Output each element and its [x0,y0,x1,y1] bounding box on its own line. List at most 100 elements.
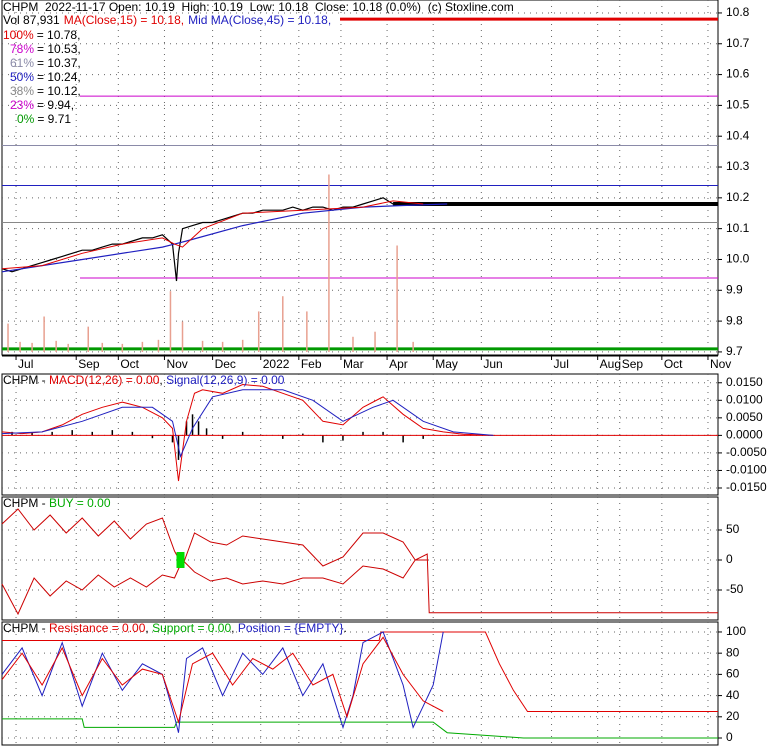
level-label: 100% = 10.78, [3,28,80,42]
y-tick-label: 100 [726,624,746,638]
y-tick-label: 9.7 [726,344,743,358]
y-tick-label: 9.9 [726,282,743,296]
y-tick-label: 0.0050 [726,410,763,424]
histogram-bar [51,431,53,436]
volume-bar [19,341,21,352]
series-line [1,553,718,616]
title-part: CHPM - [3,621,49,635]
title-part: Support = 0.00 [152,621,231,635]
level-label: 0% = 9.71 [17,112,71,126]
y-tick-label: 10.6 [726,67,750,81]
level-value: = 10.24, [37,70,81,84]
y-tick-label: 40 [726,688,740,702]
series-line [1,200,424,270]
volume-bar [169,291,172,352]
title-part: , [159,373,166,387]
level-label: 38% = 10.12, [10,84,81,98]
y-tick-label: 0.0000 [726,428,763,442]
level-percent: 100% [3,28,34,42]
histogram-bar [402,435,404,443]
y-tick-label: 10.1 [726,221,750,235]
level-percent: 61% [10,56,34,70]
histogram-bar [191,414,194,436]
x-tick-label: Sep [78,357,100,371]
level-value: = 9.94, [37,98,74,112]
x-tick-label: Apr [389,357,408,371]
x-tick-label: Aug [600,357,621,371]
series-line [1,631,444,733]
y-tick-label: -0.0100 [726,463,767,477]
histogram-bar [322,435,324,443]
x-tick-label: Jun [483,357,502,371]
volume-bar [241,339,244,352]
level-value: = 10.37, [37,56,81,70]
series-line [1,508,428,568]
y-tick-label: 60 [726,667,740,681]
volume-bar [282,296,284,352]
y-tick-label: 50 [726,522,740,536]
volume-bar [101,342,104,352]
panel-frame [1,0,719,356]
histogram-bar [221,435,224,439]
y-tick-label: 10.4 [726,128,750,142]
histogram-bar [422,435,424,439]
level-percent: 0% [17,112,35,126]
y-tick-label: -0.0050 [726,445,767,459]
histogram-bar [241,431,244,436]
panel-title: CHPM - Resistance = 0.00, Support = 0.00… [3,621,347,635]
title-part: . [344,621,347,635]
volume-bar [412,341,414,352]
level-value: = 10.78, [37,28,81,42]
x-tick-label: Oct [120,357,139,371]
x-tick-label: Sep [622,357,644,371]
y-tick-label: 80 [726,645,740,659]
histogram-bar [302,433,304,436]
x-tick-label: Jul [554,357,569,371]
level-percent: 38% [10,84,34,98]
volume-bar [157,339,160,352]
histogram-bar [282,435,284,439]
title-part: , [145,621,152,635]
histogram-bar [91,431,94,436]
y-tick-label: 0 [726,552,733,566]
level-value: = 10.53, [37,42,81,56]
histogram-bar [197,421,200,436]
series-line [1,389,494,459]
histogram-bar [131,431,134,436]
x-tick-label: 2022 [263,357,290,371]
histogram-bar [111,430,114,436]
level-percent: 50% [10,70,34,84]
level-percent: 23% [10,98,34,112]
title-part: CHPM - [3,496,49,510]
ma45-label: Mid MA(Close,45) = 10.18, [188,13,331,27]
volume-bar [221,341,224,352]
histogram-bar [342,435,344,441]
y-tick-label: 10.7 [726,36,750,50]
panel-title: CHPM - BUY = 0.00 [3,496,111,510]
y-tick-label: 0 [726,730,733,744]
volume-bar [257,311,260,352]
histogram-bar [71,430,73,436]
x-tick-label: Dec [215,357,236,371]
y-tick-label: 10.5 [726,98,750,112]
series-line [1,636,444,724]
histogram-bar [31,432,33,436]
volume-bar [7,323,9,352]
volume-bar [141,341,144,352]
x-tick-label: Feb [301,357,322,371]
level-label: 23% = 9.94, [10,98,74,112]
volume-bar [328,174,330,352]
panel-frame [1,496,719,621]
panel-frame [1,621,719,746]
level-percent: 78% [10,42,34,56]
y-tick-label: 10.2 [726,190,750,204]
y-tick-label: 0.0100 [726,392,763,406]
series-line [2,718,718,739]
series-line [1,383,494,482]
y-tick-label: 10.8 [726,5,750,19]
x-tick-label: Mar [343,357,364,371]
y-tick-label: -0.0150 [726,480,767,494]
title-part: CHPM - [3,373,49,387]
volume-bar [352,336,354,352]
panel-frame [1,373,719,496]
